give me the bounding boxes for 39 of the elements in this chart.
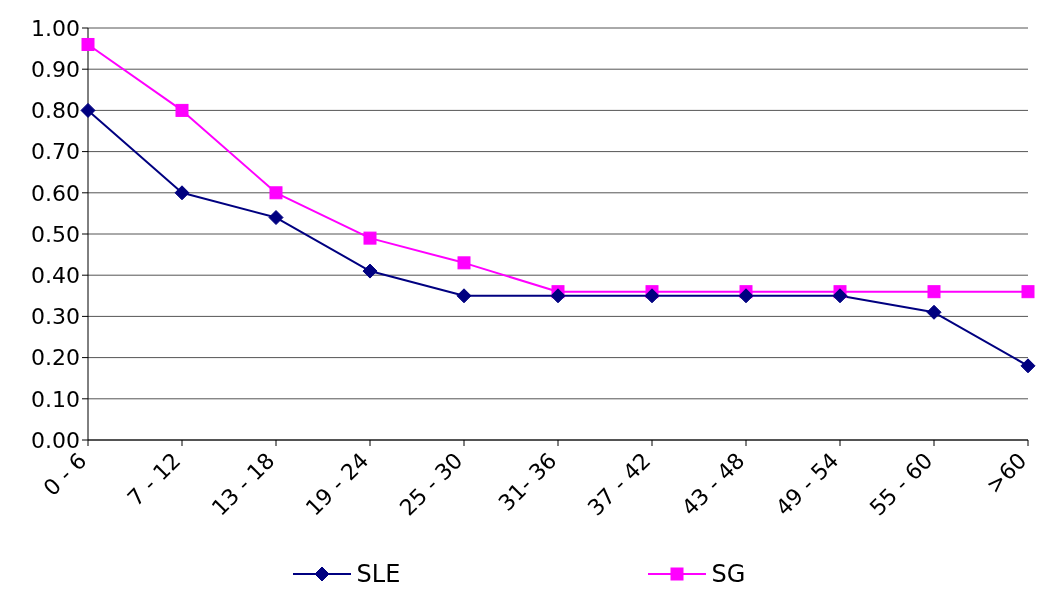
- x-tick-label: 7 - 12: [122, 447, 186, 511]
- x-tick-label: 25 - 30: [394, 447, 468, 521]
- point: [456, 288, 472, 304]
- point: [1020, 358, 1036, 374]
- point: [1021, 285, 1035, 299]
- point: [81, 37, 95, 51]
- y-tick-label: 0.20: [31, 345, 80, 371]
- x-tick-label: 13 - 18: [206, 447, 280, 521]
- point: [738, 288, 754, 304]
- point: [644, 288, 660, 304]
- x-tick-label: 49 - 54: [770, 447, 844, 521]
- point: [457, 256, 471, 270]
- y-tick-label: 0.50: [31, 221, 80, 247]
- y-tick-label: 0.40: [31, 263, 80, 289]
- point: [80, 102, 96, 118]
- y-tick-label: 0.80: [31, 98, 80, 124]
- x-tick-label: 55 - 60: [864, 447, 938, 521]
- legend-label: SLE: [356, 560, 401, 588]
- point: [550, 288, 566, 304]
- point: [362, 263, 378, 279]
- point: [832, 288, 848, 304]
- point: [174, 185, 190, 201]
- point: [269, 186, 283, 200]
- point: [926, 304, 942, 320]
- y-tick-label: 0.30: [31, 304, 80, 330]
- y-tick-label: 0.60: [31, 180, 80, 206]
- y-tick-label: 0.90: [31, 57, 80, 83]
- y-tick-label: 1.00: [31, 15, 80, 41]
- point: [927, 285, 941, 299]
- point: [175, 103, 189, 117]
- point: [268, 210, 284, 226]
- x-tick-label: 37 - 42: [582, 447, 656, 521]
- x-tick-label: 19 - 24: [300, 447, 374, 521]
- y-tick-label: 0.10: [31, 386, 80, 412]
- legend-label: SG: [711, 560, 746, 588]
- x-tick-label: 43 - 48: [676, 447, 750, 521]
- point: [363, 231, 377, 245]
- y-tick-label: 0.70: [31, 139, 80, 165]
- x-tick-label: 31- 36: [493, 447, 562, 516]
